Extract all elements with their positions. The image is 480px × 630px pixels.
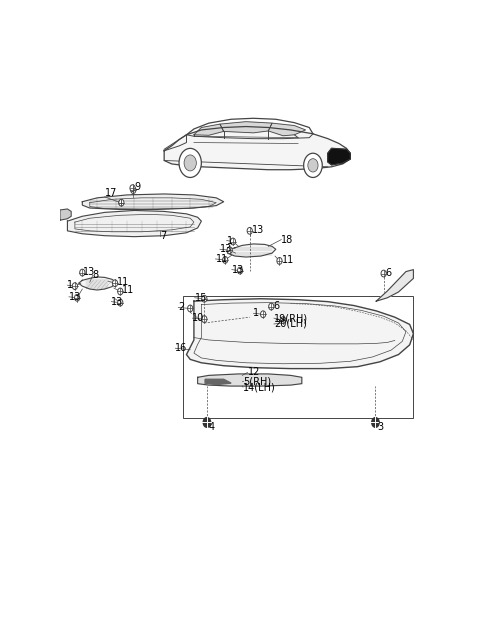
Text: 5(RH): 5(RH) — [243, 376, 271, 386]
Circle shape — [119, 200, 122, 205]
Text: 13: 13 — [252, 225, 264, 235]
Text: 18: 18 — [281, 234, 294, 244]
Polygon shape — [194, 124, 224, 135]
Polygon shape — [164, 127, 350, 169]
Circle shape — [74, 294, 80, 301]
Circle shape — [130, 185, 135, 192]
Text: 13: 13 — [69, 292, 81, 302]
Polygon shape — [186, 299, 413, 369]
Text: 6: 6 — [386, 268, 392, 278]
Circle shape — [131, 186, 136, 193]
Text: 13: 13 — [111, 297, 123, 307]
Text: 19(RH): 19(RH) — [274, 313, 308, 323]
Text: 11: 11 — [117, 277, 129, 287]
Circle shape — [72, 283, 77, 290]
Text: 8: 8 — [93, 270, 99, 280]
Circle shape — [227, 247, 232, 254]
Circle shape — [261, 311, 266, 318]
Text: 13: 13 — [232, 265, 244, 275]
Text: 2: 2 — [178, 302, 184, 312]
Circle shape — [112, 280, 118, 287]
Circle shape — [202, 295, 207, 302]
Text: 1: 1 — [227, 236, 233, 246]
Polygon shape — [228, 244, 276, 257]
Text: 15: 15 — [195, 293, 207, 303]
Text: 13: 13 — [83, 266, 96, 277]
Circle shape — [203, 418, 211, 427]
Circle shape — [308, 159, 318, 172]
Text: 14(LH): 14(LH) — [243, 382, 276, 392]
Text: 4: 4 — [209, 422, 215, 432]
Circle shape — [118, 299, 123, 306]
Polygon shape — [83, 194, 224, 210]
Polygon shape — [205, 379, 231, 384]
Bar — [183, 296, 413, 418]
Circle shape — [179, 149, 202, 178]
Text: 17: 17 — [105, 188, 117, 198]
Circle shape — [372, 418, 379, 427]
Text: 11: 11 — [122, 285, 134, 295]
Text: 11: 11 — [282, 255, 294, 265]
Circle shape — [80, 269, 85, 276]
Text: 20(LH): 20(LH) — [274, 319, 307, 329]
Circle shape — [247, 227, 252, 234]
Circle shape — [223, 256, 228, 263]
Circle shape — [381, 270, 386, 277]
Polygon shape — [268, 123, 305, 135]
Text: 11: 11 — [216, 254, 228, 264]
Text: 9: 9 — [134, 182, 141, 192]
Circle shape — [269, 303, 274, 310]
Circle shape — [281, 317, 286, 323]
Circle shape — [184, 155, 196, 171]
Circle shape — [119, 199, 124, 206]
Circle shape — [202, 316, 207, 323]
Circle shape — [304, 153, 322, 178]
Text: 16: 16 — [175, 343, 188, 353]
Text: 3: 3 — [378, 422, 384, 432]
Circle shape — [188, 305, 193, 312]
Text: 7: 7 — [160, 231, 167, 241]
Circle shape — [277, 258, 282, 265]
Polygon shape — [328, 149, 350, 165]
Text: 13: 13 — [220, 244, 232, 255]
Polygon shape — [60, 209, 71, 220]
Polygon shape — [67, 210, 202, 237]
Polygon shape — [79, 277, 116, 290]
Text: 10: 10 — [192, 313, 204, 323]
Circle shape — [238, 267, 243, 274]
Polygon shape — [198, 374, 302, 386]
Polygon shape — [220, 122, 272, 133]
Text: 12: 12 — [248, 367, 260, 377]
Text: 6: 6 — [274, 301, 280, 311]
Text: 1: 1 — [253, 308, 260, 318]
Circle shape — [118, 288, 123, 295]
Text: 1: 1 — [67, 280, 73, 290]
Circle shape — [230, 238, 236, 245]
Polygon shape — [376, 270, 413, 301]
